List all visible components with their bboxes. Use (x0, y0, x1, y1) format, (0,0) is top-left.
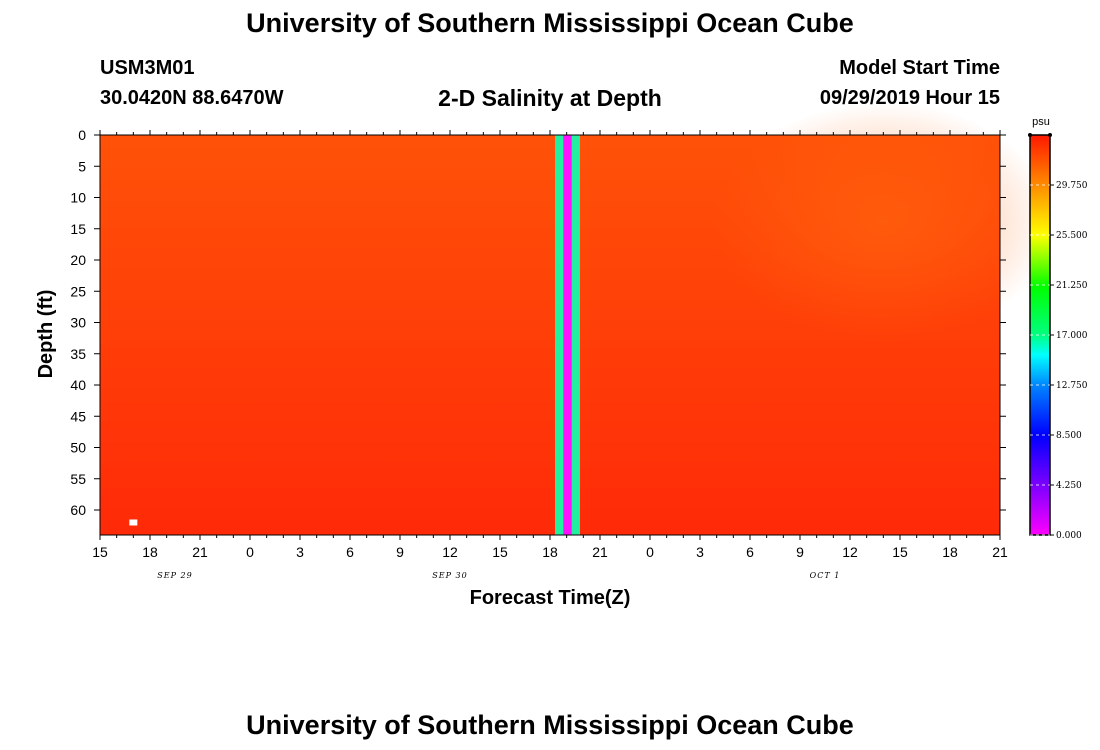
missing-data-band-center (563, 135, 572, 535)
y-tick-label: 30 (70, 315, 86, 331)
colorbar-tick-label: 29.750 (1056, 181, 1088, 191)
y-tick-label: 40 (70, 377, 86, 393)
x-tick-label: 21 (592, 544, 608, 560)
y-tick-label: 35 (70, 346, 86, 362)
page-title: University of Southern Mississippi Ocean… (246, 8, 854, 38)
colorbar-cap-right (1048, 133, 1052, 137)
x-tick-label: 21 (992, 544, 1008, 560)
x-tick-label: 0 (646, 544, 654, 560)
date-label: SEP 29 (157, 571, 192, 580)
y-tick-label: 0 (78, 127, 86, 143)
x-tick-label: 9 (796, 544, 804, 560)
x-tick-label: 15 (92, 544, 108, 560)
station-location: 30.0420N 88.6470W (100, 87, 284, 109)
colorbar-tick-label: 25.500 (1056, 231, 1088, 241)
station-marker (129, 519, 138, 526)
y-tick-label: 60 (70, 502, 86, 518)
colorbar-tick-label: 17.000 (1056, 331, 1088, 341)
y-tick-label: 55 (70, 471, 86, 487)
y-axis-label: Depth (ft) (35, 290, 57, 379)
x-tick-label: 3 (696, 544, 704, 560)
x-tick-label: 21 (192, 544, 208, 560)
salinity-low-region (713, 102, 1054, 343)
x-tick-label: 12 (842, 544, 858, 560)
date-label: OCT 1 (810, 571, 841, 580)
station-id: USM3M01 (100, 57, 195, 79)
y-tick-label: 50 (70, 440, 86, 456)
x-tick-label: 15 (492, 544, 508, 560)
colorbar-unit: psu (1032, 116, 1050, 128)
x-tick-label: 12 (442, 544, 458, 560)
colorbar-tick-label: 21.250 (1056, 281, 1088, 291)
y-tick-label: 20 (70, 252, 86, 268)
plot-title: 2-D Salinity at Depth (438, 85, 662, 111)
model-start-label: Model Start Time (839, 57, 1000, 79)
y-tick-label: 45 (70, 408, 86, 424)
y-tick-label: 10 (70, 190, 86, 206)
colorbar-tick-label: 4.250 (1056, 481, 1082, 491)
colorbar-tick-label: 8.500 (1056, 431, 1082, 441)
colorbar-tick-label: 0.000 (1056, 531, 1082, 541)
colorbar-cap-left (1028, 133, 1032, 137)
colorbar-tick-label: 12.750 (1056, 381, 1088, 391)
x-axis-label: Forecast Time(Z) (470, 587, 631, 609)
x-tick-label: 15 (892, 544, 908, 560)
y-tick-label: 5 (78, 158, 86, 174)
x-tick-label: 6 (346, 544, 354, 560)
x-tick-label: 6 (746, 544, 754, 560)
x-tick-label: 3 (296, 544, 304, 560)
x-tick-label: 18 (942, 544, 958, 560)
x-tick-label: 18 (542, 544, 558, 560)
y-tick-label: 15 (70, 221, 86, 237)
footer-title: University of Southern Mississippi Ocean… (246, 710, 854, 740)
date-label: SEP 30 (432, 571, 467, 580)
x-tick-label: 18 (142, 544, 158, 560)
y-tick-label: 25 (70, 283, 86, 299)
x-tick-label: 0 (246, 544, 254, 560)
x-tick-label: 9 (396, 544, 404, 560)
